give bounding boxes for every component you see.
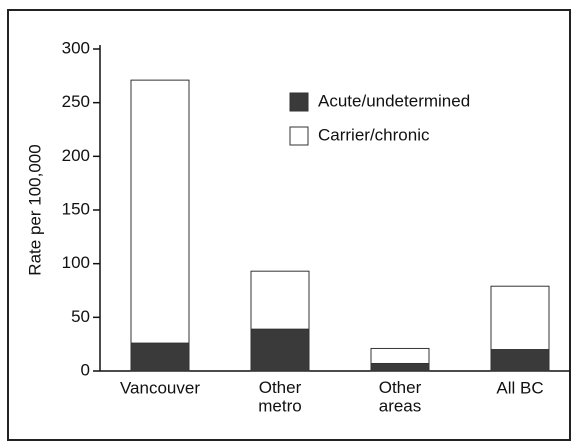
y-axis-label: Rate per 100,000 [25, 144, 44, 275]
y-tick-label: 250 [62, 92, 90, 111]
y-tick-label: 150 [62, 199, 90, 218]
frame [7, 9, 571, 441]
x-tick-label: All BC [496, 378, 543, 397]
x-tick-label: Other metro [258, 378, 301, 416]
x-tick-label: Vancouver [120, 378, 200, 397]
bar-segment [130, 342, 190, 372]
bar-segment [370, 347, 430, 364]
y-tick-label: 0 [81, 360, 90, 379]
legend-swatch [289, 92, 309, 112]
bar-segment [250, 328, 310, 372]
bar-segment [370, 362, 430, 372]
x-tick-label: Other areas [379, 378, 422, 416]
bar-segment [490, 285, 550, 351]
bar-segment [250, 270, 310, 330]
legend-label: Acute/undetermined [318, 91, 470, 110]
y-tick-label: 300 [62, 38, 90, 57]
bar-segment [130, 79, 190, 344]
y-tick-label: 100 [62, 253, 90, 272]
bar-segment [490, 349, 550, 372]
legend-label: Carrier/chronic [318, 125, 430, 144]
y-tick-label: 50 [71, 307, 90, 326]
y-tick-label: 200 [62, 146, 90, 165]
legend-swatch [289, 126, 309, 146]
